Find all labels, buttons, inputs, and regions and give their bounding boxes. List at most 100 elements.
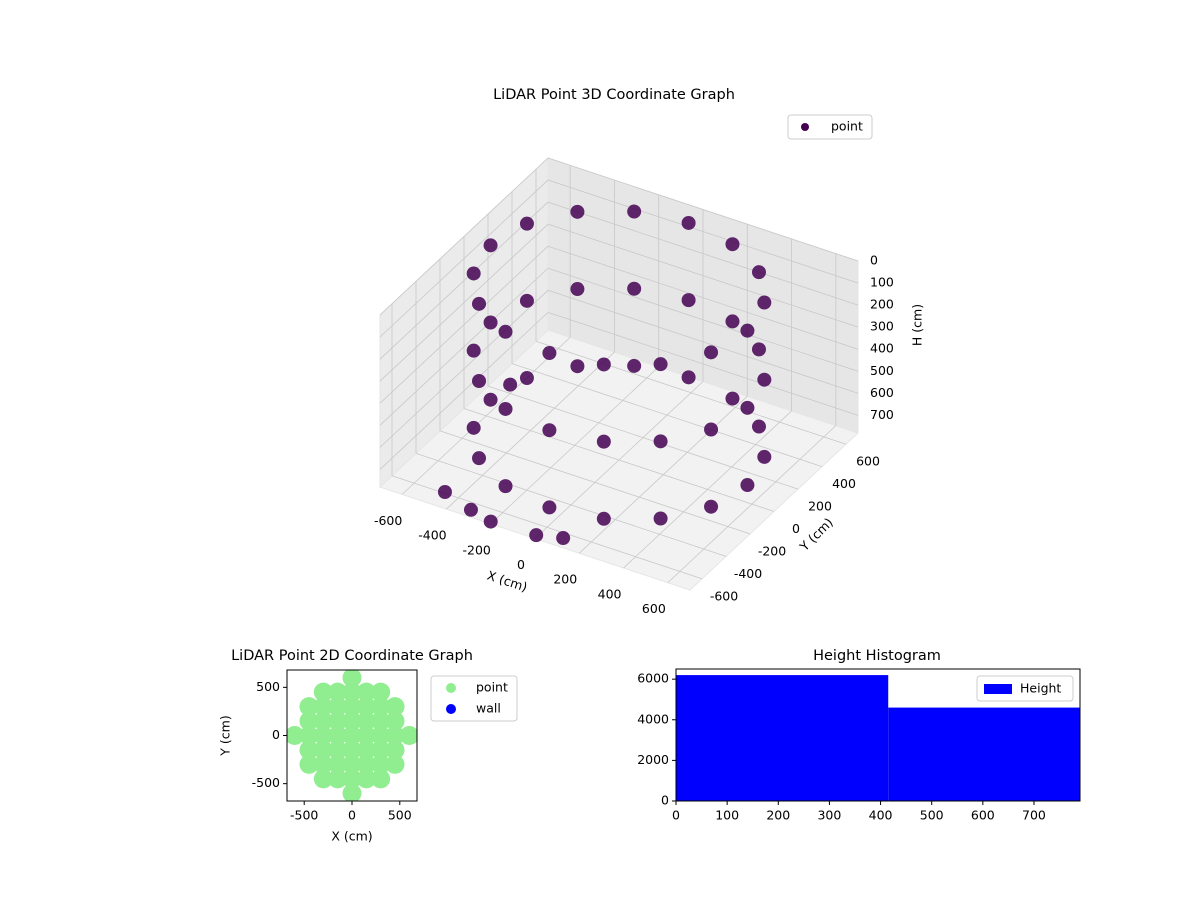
- point: [757, 372, 772, 387]
- chart-title: LiDAR Point 2D Coordinate Graph: [231, 648, 473, 664]
- y-tick-label: 0: [661, 793, 669, 808]
- point: [704, 499, 719, 514]
- point: [627, 358, 642, 373]
- point: [313, 711, 333, 731]
- point: [399, 726, 417, 745]
- legend-marker: [446, 683, 456, 693]
- point: [466, 343, 481, 358]
- grid-line: [535, 340, 847, 445]
- y-tick-label: 2000: [637, 752, 669, 767]
- point: [725, 314, 740, 329]
- x-tick-label: 700: [1022, 808, 1046, 823]
- point: [466, 420, 481, 435]
- point: [356, 769, 376, 789]
- point: [371, 740, 391, 760]
- y-tick-label: 6000: [637, 671, 669, 686]
- point: [356, 697, 376, 717]
- x-tick-label: 300: [817, 808, 841, 823]
- point: [740, 478, 755, 493]
- point: [725, 237, 740, 252]
- x-tick-label: 0: [672, 808, 680, 823]
- point: [498, 479, 513, 494]
- grid-line: [547, 267, 859, 372]
- point: [371, 754, 391, 774]
- point: [385, 726, 405, 745]
- legend-marker: [801, 123, 809, 131]
- point: [725, 391, 740, 406]
- point: [328, 726, 348, 745]
- point: [596, 357, 611, 372]
- point: [740, 323, 755, 338]
- legend-label: Height: [1020, 681, 1061, 696]
- x-tick-label: 0: [517, 557, 525, 572]
- legend-swatch: [984, 684, 1012, 694]
- z-tick-label: 300: [870, 319, 894, 334]
- grid-line: [547, 157, 859, 262]
- point: [542, 346, 557, 361]
- point: [472, 296, 487, 311]
- point: [653, 434, 668, 449]
- point: [653, 511, 668, 526]
- point: [627, 281, 642, 296]
- grid-line: [379, 179, 549, 338]
- grid-line: [379, 201, 549, 360]
- point: [356, 740, 376, 760]
- point: [740, 400, 755, 415]
- legend-box: [787, 114, 873, 140]
- point: [342, 740, 362, 760]
- point: [681, 293, 696, 308]
- point: [596, 511, 611, 526]
- point: [498, 324, 513, 339]
- x-tick-label: 0: [348, 808, 356, 823]
- point: [342, 697, 362, 717]
- point: [757, 295, 772, 310]
- point: [681, 370, 696, 385]
- point: [681, 215, 696, 230]
- point: [503, 377, 518, 392]
- point: [313, 754, 333, 774]
- point: [519, 371, 534, 386]
- point: [704, 422, 719, 437]
- bar: [676, 675, 889, 801]
- y-tick-label: 200: [808, 499, 832, 514]
- point: [342, 783, 362, 801]
- point: [313, 697, 333, 717]
- y-tick-label: -400: [734, 566, 762, 581]
- point: [570, 282, 585, 297]
- x-tick-label: -500: [290, 808, 318, 823]
- legend-box: [976, 675, 1074, 702]
- grid-line: [379, 223, 549, 382]
- z-tick-label: 700: [870, 407, 894, 422]
- point: [757, 449, 772, 464]
- point: [751, 342, 766, 357]
- grid-line: [379, 157, 549, 316]
- point: [287, 726, 305, 745]
- axes-frame: [675, 668, 1081, 802]
- y-tick-label: 0: [792, 521, 800, 536]
- grid-line: [379, 290, 549, 448]
- grid-line: [547, 289, 859, 394]
- x-tick-label: 200: [553, 572, 577, 587]
- point: [313, 769, 333, 789]
- point: [466, 266, 481, 281]
- point: [299, 754, 319, 774]
- grid-line: [547, 179, 859, 284]
- point: [342, 769, 362, 789]
- z-tick-label: 0: [870, 253, 878, 268]
- grid-line: [379, 245, 549, 404]
- chart-title: Height Histogram: [813, 648, 941, 664]
- point: [542, 500, 557, 515]
- y-tick-label: 0: [272, 727, 280, 742]
- point: [342, 754, 362, 774]
- grid-line: [487, 385, 799, 490]
- point: [570, 359, 585, 374]
- legend-label: point: [831, 119, 863, 134]
- point: [342, 711, 362, 731]
- point: [570, 204, 585, 219]
- point: [542, 423, 557, 438]
- legend-label: wall: [476, 701, 501, 716]
- point: [498, 401, 513, 416]
- point: [313, 682, 333, 702]
- x-tick-label: 600: [642, 601, 666, 616]
- point: [704, 345, 719, 360]
